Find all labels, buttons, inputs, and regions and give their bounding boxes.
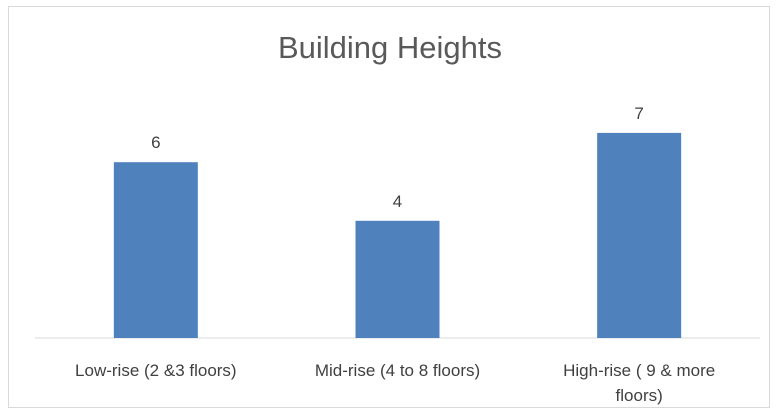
bar (355, 220, 440, 338)
bar-value-label: 7 (634, 104, 643, 123)
x-tick-label: floors) (616, 386, 663, 405)
bar-value-label: 6 (151, 133, 160, 152)
bar (597, 132, 682, 338)
x-tick-label: High-rise ( 9 & more (563, 361, 715, 380)
bar (113, 162, 198, 338)
x-tick-label: Low-rise (2 &3 floors) (75, 361, 237, 380)
x-tick-label: Mid-rise (4 to 8 floors) (315, 361, 480, 380)
bar-value-label: 4 (393, 192, 402, 211)
chart-title: Building Heights (277, 30, 503, 65)
chart-marks: 6 Low-rise (2 &3 floors) 4 Mid-rise (4 to 8… (35, 104, 760, 405)
